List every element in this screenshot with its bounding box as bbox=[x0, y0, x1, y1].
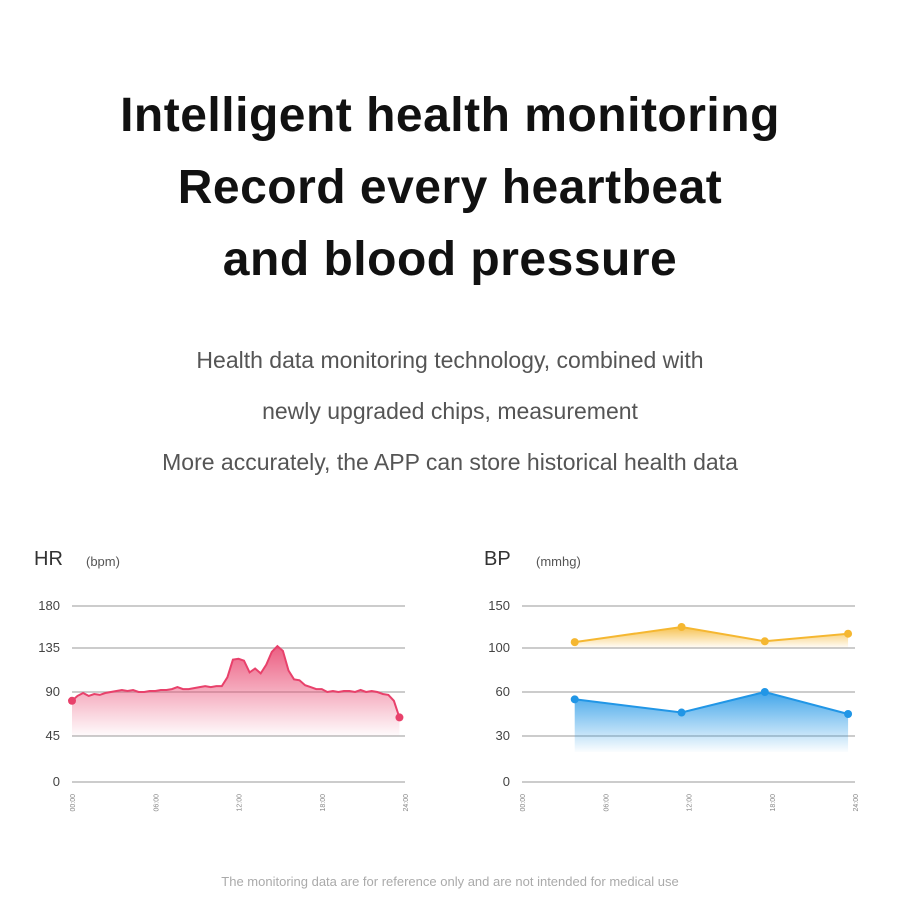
hr-y-tick-label: 135 bbox=[38, 640, 60, 655]
bp-x-tick-label: 18:00 bbox=[770, 794, 777, 812]
bp-x-tick-label: 24:00 bbox=[853, 794, 860, 812]
hr-y-tick-label: 180 bbox=[38, 598, 60, 613]
bp-series-1-line bbox=[574, 690, 849, 715]
hr-end-point bbox=[395, 713, 404, 722]
hr-x-tick-label: 12:00 bbox=[237, 794, 244, 812]
headline-line-3: and blood pressure bbox=[222, 233, 678, 286]
headline-line-1: Intelligent health monitoring bbox=[120, 89, 780, 142]
bp-x-tick-label: 12:00 bbox=[687, 794, 694, 812]
description-line-1: Health data monitoring technology, combi… bbox=[196, 347, 704, 373]
bp-series-0-point bbox=[844, 629, 853, 638]
bp-x-tick-label: 06:00 bbox=[603, 794, 610, 812]
bp-chart: BP (mmhg) 150 100 60 30 0 00:00 06:00 12:00 18:0… bbox=[470, 540, 890, 840]
description-line-2: newly upgraded chips, measurement bbox=[262, 398, 638, 424]
bp-series-1-point bbox=[844, 710, 853, 718]
bp-series-1-area bbox=[574, 692, 849, 752]
bp-series-0-point bbox=[677, 623, 686, 631]
bp-y-tick-label: 150 bbox=[488, 598, 510, 613]
bp-series-0-point bbox=[570, 638, 579, 647]
bp-series-1-point bbox=[760, 688, 769, 696]
bp-series-1-point bbox=[570, 695, 579, 704]
hr-y-tick-label: 0 bbox=[53, 774, 60, 789]
bp-chart-svg: 150 100 60 30 0 00:00 06:00 12:00 18:00 24:00 bbox=[488, 598, 860, 812]
headline: Intelligent health monitoring Record eve… bbox=[0, 80, 900, 296]
bp-y-tick-label: 60 bbox=[496, 684, 510, 699]
bp-y-tick-label: 100 bbox=[488, 640, 510, 655]
bp-series-0-line bbox=[574, 625, 849, 644]
hr-y-tick-label: 90 bbox=[46, 684, 60, 699]
bp-chart-unit: (mmhg) bbox=[536, 554, 581, 569]
hr-line bbox=[71, 644, 401, 718]
hr-chart: HR (bpm) 180 135 90 45 0 00:00 06:00 12:00 18:00… bbox=[20, 540, 440, 840]
disclaimer: The monitoring data are for reference on… bbox=[221, 874, 679, 889]
hr-x-tick-label: 24:00 bbox=[403, 794, 410, 812]
bp-series-1-point bbox=[677, 708, 686, 717]
hr-area bbox=[72, 646, 400, 736]
hr-chart-title: HR bbox=[34, 548, 63, 570]
bp-y-tick-label: 0 bbox=[503, 774, 510, 789]
bp-x-tick-label: 00:00 bbox=[520, 794, 527, 812]
hr-x-tick-label: 06:00 bbox=[153, 794, 160, 812]
bp-series-0-point bbox=[760, 637, 769, 646]
description: Health data monitoring technology, combi… bbox=[0, 335, 900, 488]
hr-x-tick-label: 00:00 bbox=[70, 794, 77, 812]
hr-chart-unit: (bpm) bbox=[86, 554, 120, 569]
bp-chart-title: BP bbox=[484, 548, 511, 570]
hr-x-tick-label: 18:00 bbox=[320, 794, 327, 812]
bp-y-tick-label: 30 bbox=[496, 728, 510, 743]
description-line-3: More accurately, the APP can store histo… bbox=[162, 449, 738, 475]
hr-y-tick-label: 45 bbox=[46, 728, 60, 743]
bp-series-0-area bbox=[574, 627, 849, 648]
headline-line-2: Record every heartbeat bbox=[177, 161, 723, 214]
hr-chart-svg: 180 135 90 45 0 00:00 06:00 12:00 18:00 24:00 bbox=[38, 598, 410, 812]
hr-start-point bbox=[68, 696, 76, 705]
